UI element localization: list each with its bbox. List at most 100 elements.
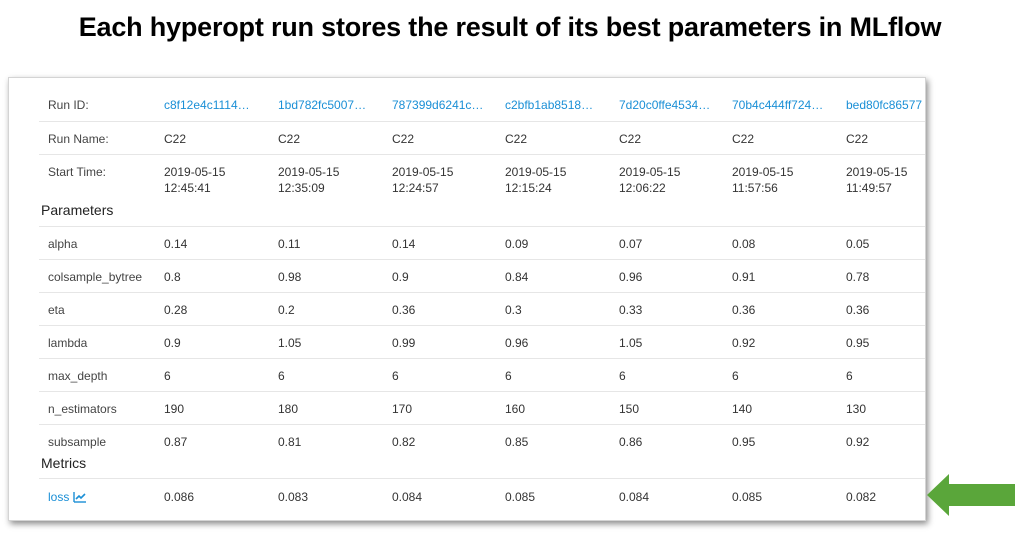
start-time-value: 2019-05-15 12:45:41: [164, 164, 225, 196]
run-id-link[interactable]: 70b4c444ff724…: [732, 98, 824, 112]
run-id-link[interactable]: 1bd782fc5007…: [278, 98, 367, 112]
parameter-value: 170: [392, 402, 413, 416]
start-time-label: Start Time:: [48, 165, 107, 179]
run-id-row: Run ID: c8f12e4c1114… 1bd782fc5007… 787399d…: [39, 88, 925, 121]
start-time-value: 2019-05-15 11:49:57: [846, 164, 907, 196]
metric-value: 0.085: [732, 490, 763, 504]
parameter-value: 6: [392, 369, 399, 383]
start-time-value: 2019-05-15 12:24:57: [392, 164, 453, 196]
run-name-label: Run Name:: [48, 132, 109, 146]
parameter-value: 0.36: [392, 303, 416, 317]
metric-value: 0.086: [164, 490, 195, 504]
parameter-value: 0.14: [392, 237, 416, 251]
start-time-value: 2019-05-15 12:06:22: [619, 164, 680, 196]
metric-name-link[interactable]: loss: [48, 489, 87, 505]
parameter-value: 0.11: [278, 237, 301, 251]
metrics-heading: Metrics: [41, 455, 87, 471]
line-chart-icon[interactable]: [73, 491, 87, 503]
run-name-value: C22: [619, 132, 642, 146]
parameter-row: max_depth 6 6 6 6 6 6 6: [39, 358, 925, 392]
parameter-value: 0.84: [505, 270, 529, 284]
run-id-link[interactable]: 7d20c0ffe4534…: [619, 98, 711, 112]
parameter-value: 0.92: [732, 336, 756, 350]
run-name-value: C22: [846, 132, 869, 146]
parameter-value: 0.95: [846, 336, 870, 350]
parameter-value: 0.95: [732, 435, 756, 449]
start-clock-time: 11:49:57: [846, 181, 892, 195]
parameter-value: 0.96: [619, 270, 643, 284]
parameter-row: colsample_bytree 0.8 0.98 0.9 0.84 0.96 0.91 0.…: [39, 259, 925, 293]
run-name-value: C22: [278, 132, 301, 146]
parameter-value: 0.85: [505, 435, 529, 449]
parameter-name: colsample_bytree: [48, 270, 143, 284]
run-name-value: C22: [505, 132, 528, 146]
parameter-name: eta: [48, 303, 65, 317]
start-time-value: 2019-05-15 11:57:56: [732, 164, 793, 196]
parameter-value: 0.9: [164, 336, 181, 350]
parameter-name: max_depth: [48, 369, 108, 383]
parameter-row: n_estimators 190 180 170 160 150 140 130: [39, 391, 925, 425]
parameter-value: 0.36: [732, 303, 756, 317]
parameter-value: 0.9: [392, 270, 409, 284]
metric-value: 0.083: [278, 490, 309, 504]
start-time-value: 2019-05-15 12:35:09: [278, 164, 339, 196]
parameter-name: lambda: [48, 336, 88, 350]
parameter-value: 6: [505, 369, 512, 383]
run-id-link[interactable]: c8f12e4c1114…: [164, 98, 250, 112]
run-id-link[interactable]: 787399d6241c…: [392, 98, 484, 112]
parameter-row: eta 0.28 0.2 0.36 0.3 0.33 0.36 0.36: [39, 292, 925, 326]
start-date: 2019-05-15: [392, 165, 454, 179]
parameter-value: 180: [278, 402, 299, 416]
start-clock-time: 11:57:56: [732, 181, 778, 195]
start-date: 2019-05-15: [278, 165, 340, 179]
start-clock-time: 12:15:24: [505, 181, 552, 195]
metric-row: loss 0.086 0.083 0.084 0.085 0.084 0.085 0.082: [39, 478, 925, 513]
run-id-link[interactable]: bed80fc86577: [846, 98, 923, 112]
parameter-value: 0.33: [619, 303, 643, 317]
parameter-name: alpha: [48, 237, 78, 251]
start-time-value: 2019-05-15 12:15:24: [505, 164, 566, 196]
run-id-link[interactable]: c2bfb1ab8518…: [505, 98, 594, 112]
start-clock-time: 12:24:57: [392, 181, 439, 195]
parameter-value: 140: [732, 402, 753, 416]
parameter-row: subsample 0.87 0.81 0.82 0.85 0.86 0.95 0.92: [39, 424, 925, 458]
parameter-value: 0.36: [846, 303, 870, 317]
parameter-value: 0.82: [392, 435, 416, 449]
parameter-value: 0.99: [392, 336, 416, 350]
parameter-value: 6: [164, 369, 171, 383]
start-date: 2019-05-15: [619, 165, 681, 179]
parameter-value: 130: [846, 402, 867, 416]
start-date: 2019-05-15: [164, 165, 226, 179]
parameter-value: 190: [164, 402, 185, 416]
parameter-value: 0.08: [732, 237, 756, 251]
parameter-row: lambda 0.9 1.05 0.99 0.96 1.05 0.92 0.95: [39, 325, 925, 359]
parameter-value: 0.2: [278, 303, 295, 317]
metric-value: 0.082: [846, 490, 877, 504]
parameter-value: 0.98: [278, 270, 302, 284]
parameter-value: 0.09: [505, 237, 529, 251]
parameter-value: 0.05: [846, 237, 870, 251]
parameter-value: 0.8: [164, 270, 181, 284]
slide-title: Each hyperopt run stores the result of i…: [78, 12, 942, 42]
parameter-value: 0.96: [505, 336, 529, 350]
run-name-row: Run Name: C22 C22 C22 C22 C22 C22 C22: [39, 121, 925, 155]
parameter-value: 0.14: [164, 237, 188, 251]
parameter-value: 0.92: [846, 435, 870, 449]
start-date: 2019-05-15: [846, 165, 908, 179]
parameter-name: subsample: [48, 435, 107, 449]
parameter-value: 0.86: [619, 435, 643, 449]
metric-value: 0.084: [392, 490, 423, 504]
metric-name: loss: [48, 490, 70, 504]
parameter-value: 160: [505, 402, 526, 416]
run-id-label: Run ID:: [48, 98, 89, 112]
run-name-value: C22: [732, 132, 755, 146]
parameter-value: 0.3: [505, 303, 522, 317]
run-name-value: C22: [164, 132, 187, 146]
parameter-value: 0.07: [619, 237, 643, 251]
parameter-value: 6: [619, 369, 626, 383]
parameter-value: 6: [846, 369, 853, 383]
parameter-value: 0.91: [732, 270, 756, 284]
parameter-value: 0.78: [846, 270, 870, 284]
parameters-heading: Parameters: [41, 202, 114, 218]
metric-value: 0.085: [505, 490, 536, 504]
